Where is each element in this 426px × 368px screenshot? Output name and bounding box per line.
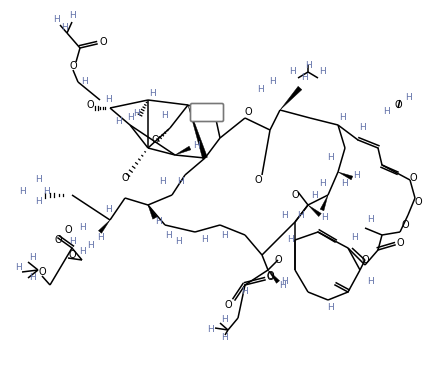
Text: H: H	[132, 109, 139, 117]
Text: H: H	[193, 141, 199, 149]
Text: O: O	[99, 37, 107, 47]
Text: H: H	[296, 210, 303, 219]
Text: O: O	[394, 100, 402, 110]
Text: O: O	[291, 190, 299, 200]
Text: O: O	[38, 267, 46, 277]
Text: O: O	[64, 225, 72, 235]
Text: H: H	[367, 277, 373, 287]
Text: O: O	[266, 272, 274, 282]
Text: O: O	[69, 61, 77, 71]
Text: H: H	[69, 11, 75, 21]
Text: H: H	[79, 223, 85, 233]
Polygon shape	[98, 220, 110, 233]
Text: H: H	[242, 287, 248, 297]
Text: H: H	[14, 263, 21, 272]
Text: O: O	[68, 250, 76, 260]
Text: O: O	[361, 255, 369, 265]
Polygon shape	[338, 172, 353, 180]
Polygon shape	[308, 205, 321, 216]
Text: H: H	[327, 153, 334, 163]
Text: H: H	[29, 254, 35, 262]
Text: H: H	[164, 230, 171, 240]
Text: O: O	[54, 235, 62, 245]
Text: H: H	[115, 117, 121, 127]
Text: O: O	[274, 255, 282, 265]
Text: H: H	[79, 248, 85, 256]
Text: H: H	[127, 113, 133, 123]
Text: H: H	[19, 188, 26, 197]
Text: H: H	[105, 96, 111, 105]
Text: H: H	[383, 107, 389, 117]
Text: H: H	[405, 93, 412, 103]
Text: H: H	[302, 74, 308, 82]
Text: H: H	[222, 315, 228, 325]
Text: H: H	[312, 191, 318, 199]
Text: H: H	[256, 85, 263, 95]
Text: H: H	[327, 304, 334, 312]
Text: H: H	[43, 188, 50, 197]
Text: O: O	[151, 135, 159, 145]
Text: H: H	[305, 60, 311, 70]
Text: O: O	[414, 197, 422, 207]
Text: H: H	[282, 277, 288, 287]
Text: H: H	[201, 236, 208, 244]
Text: H: H	[175, 237, 181, 247]
Text: H: H	[35, 176, 41, 184]
Text: O: O	[86, 100, 94, 110]
Text: H: H	[322, 213, 328, 223]
Text: H: H	[279, 280, 285, 290]
Text: H: H	[351, 234, 358, 243]
Text: H: H	[82, 78, 88, 86]
Text: H: H	[161, 110, 168, 120]
Polygon shape	[320, 195, 328, 211]
Text: H: H	[29, 273, 35, 283]
Text: H: H	[105, 205, 111, 215]
Polygon shape	[188, 105, 207, 159]
Polygon shape	[280, 86, 302, 110]
Text: H: H	[354, 170, 360, 180]
Polygon shape	[268, 270, 279, 283]
Polygon shape	[148, 205, 157, 219]
Text: O: O	[121, 173, 129, 183]
Text: O: O	[266, 271, 274, 281]
Text: H: H	[289, 67, 295, 77]
Text: H: H	[367, 216, 373, 224]
Text: O: O	[396, 238, 404, 248]
Text: H: H	[282, 210, 288, 219]
Text: H: H	[54, 15, 60, 25]
Polygon shape	[175, 146, 191, 155]
Text: H: H	[269, 78, 275, 86]
Text: H: H	[222, 333, 228, 343]
Text: H: H	[35, 198, 41, 206]
Text: O: O	[254, 175, 262, 185]
Text: Abs: Abs	[198, 107, 216, 117]
Text: H: H	[222, 230, 228, 240]
Text: H: H	[97, 234, 104, 243]
Text: O: O	[224, 300, 232, 310]
Text: H: H	[287, 236, 294, 244]
Text: H: H	[86, 241, 93, 250]
Text: H: H	[62, 24, 69, 32]
Text: H: H	[339, 113, 345, 121]
Text: H: H	[177, 177, 183, 187]
FancyBboxPatch shape	[190, 103, 224, 121]
Text: H: H	[69, 237, 75, 247]
Text: O: O	[409, 173, 417, 183]
Text: H: H	[155, 217, 161, 226]
Text: H: H	[207, 326, 213, 335]
Text: H: H	[360, 124, 366, 132]
Text: H: H	[158, 177, 165, 187]
Text: H: H	[319, 178, 325, 188]
Text: O: O	[244, 107, 252, 117]
Text: H: H	[319, 67, 325, 77]
Text: H: H	[149, 88, 155, 98]
Text: H: H	[342, 178, 348, 188]
Text: O: O	[401, 220, 409, 230]
